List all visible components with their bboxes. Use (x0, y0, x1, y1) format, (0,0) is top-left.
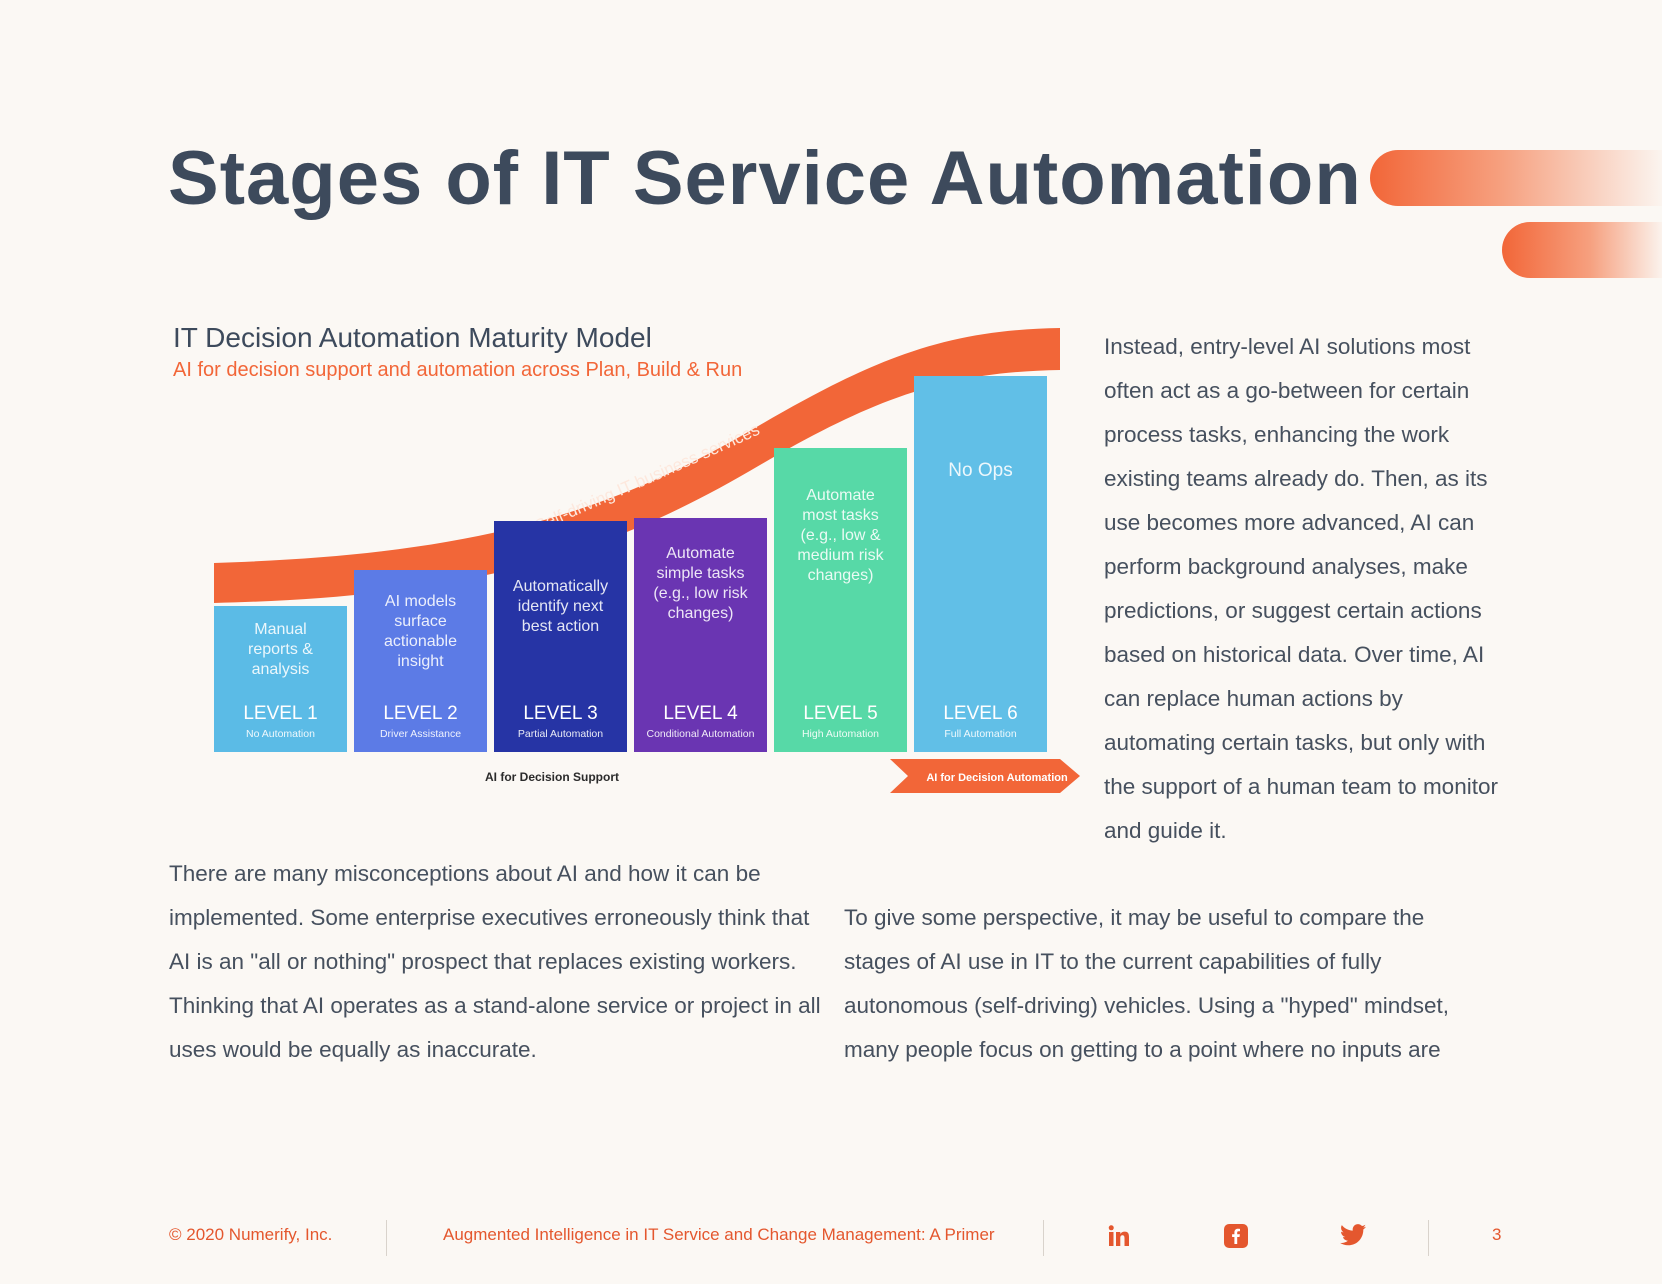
level-5-description-line: (e.g., low & (800, 527, 880, 544)
level-1-description-line: analysis (252, 661, 310, 678)
level-column-2 (354, 570, 487, 752)
level-column-3 (494, 521, 627, 752)
level-4-description-line: simple tasks (656, 565, 744, 582)
level-6-name: Full Automation (944, 728, 1017, 740)
level-5-description-line: Automate (806, 487, 875, 504)
footer-divider (1043, 1220, 1044, 1256)
level-4-label: LEVEL 4 (663, 703, 738, 724)
maturity-model-title: IT Decision Automation Maturity Model (173, 322, 652, 353)
facebook-icon[interactable] (1224, 1224, 1248, 1253)
maturity-model-subtitle: AI for decision support and automation a… (173, 359, 743, 381)
footer-page-number: 3 (1492, 1225, 1502, 1244)
level-5-label: LEVEL 5 (803, 703, 877, 724)
decision-support-label: AI for Decision Support (485, 770, 619, 784)
footer-divider (1428, 1220, 1429, 1256)
level-6-description-line: No Ops (948, 460, 1012, 481)
level-column-6 (914, 376, 1047, 752)
maturity-curve-band (214, 328, 1060, 603)
decision-automation-label: AI for Decision Automation (926, 772, 1068, 784)
level-4-description-line: (e.g., low risk (653, 585, 748, 602)
level-2-label: LEVEL 2 (383, 703, 457, 724)
level-3-description-line: identify next (518, 598, 604, 615)
level-columns: Manual reports & analysis LEVEL 1 No Automat… (214, 376, 1047, 752)
level-2-description-line: AI models (385, 593, 456, 610)
decision-automation-arrow (890, 759, 1080, 793)
level-3-description-line: best action (522, 618, 599, 635)
level-1-label: LEVEL 1 (243, 703, 317, 724)
level-4-description-line: Automate (666, 545, 735, 562)
left-paragraph: There are many misconceptions about AI a… (169, 861, 821, 1062)
level-column-5 (774, 448, 907, 752)
level-5-description-line: medium risk (797, 547, 884, 564)
level-2-description-line: surface (394, 613, 447, 630)
level-3-name: Partial Automation (518, 728, 603, 740)
level-5-name: High Automation (802, 728, 879, 740)
level-2-description-line: insight (397, 653, 444, 670)
footer-divider (386, 1220, 387, 1256)
level-3-label: LEVEL 3 (523, 703, 597, 724)
level-2-description-line: actionable (384, 633, 457, 650)
footer-copyright: © 2020 Numerify, Inc. (169, 1225, 333, 1244)
bottom-right-paragraph: To give some perspective, it may be usef… (844, 905, 1450, 1062)
level-1-name: No Automation (246, 728, 315, 740)
level-4-name: Conditional Automation (647, 728, 755, 740)
level-6-label: LEVEL 6 (943, 703, 1017, 724)
right-paragraph: Instead, entry-level AI solutions most o… (1104, 334, 1498, 843)
level-column-1 (214, 606, 347, 752)
linkedin-icon[interactable] (1107, 1224, 1131, 1253)
level-column-4 (634, 518, 767, 752)
level-5-description-line: most tasks (802, 507, 878, 524)
level-3-description-line: Automatically (513, 578, 608, 595)
maturity-model-diagram: Self-driving IT business services Manual… (214, 328, 1080, 793)
level-1-description-line: reports & (248, 641, 313, 658)
level-5-description-line: changes) (808, 567, 874, 584)
decorative-gradient-bar-bottom (1502, 222, 1662, 278)
footer-document-title: Augmented Intelligence in IT Service and… (443, 1225, 995, 1244)
page-title: Stages of IT Service Automation (168, 136, 1362, 221)
level-2-name: Driver Assistance (380, 728, 461, 740)
twitter-icon[interactable] (1340, 1224, 1366, 1251)
level-4-description-line: changes) (668, 605, 734, 622)
decorative-gradient-bar-top (1370, 150, 1662, 206)
level-1-description-line: Manual (254, 621, 306, 638)
